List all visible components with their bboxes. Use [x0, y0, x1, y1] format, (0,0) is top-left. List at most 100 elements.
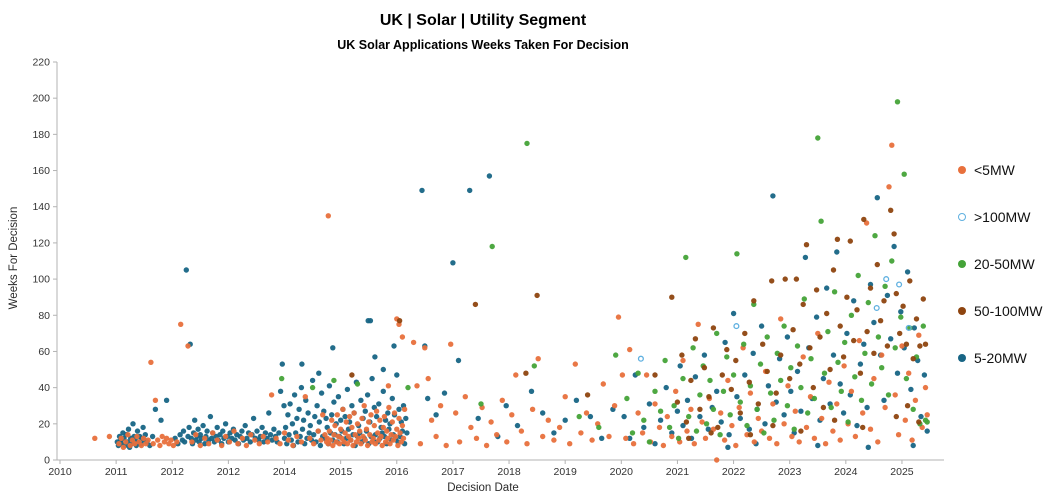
data-point [380, 424, 386, 431]
data-point [504, 439, 510, 445]
data-point [725, 444, 731, 450]
data-point [848, 388, 855, 394]
data-point [747, 432, 754, 438]
data-point [428, 417, 435, 423]
data-point [764, 334, 770, 340]
data-point [193, 432, 199, 438]
data-point [903, 341, 910, 347]
data-point [467, 187, 473, 194]
data-point [140, 424, 146, 431]
data-point [730, 372, 737, 378]
data-point [904, 269, 911, 275]
data-point [860, 410, 866, 416]
data-point [721, 437, 728, 443]
data-point [824, 285, 830, 291]
data-point [894, 99, 901, 105]
legend-item: 5-20MW [958, 350, 1042, 366]
data-point [705, 426, 711, 432]
data-point [761, 430, 767, 436]
data-point [573, 397, 580, 403]
data-point [831, 289, 838, 295]
data-point [885, 392, 892, 398]
data-point [320, 412, 326, 418]
x-tick-label: 2023 [778, 466, 802, 478]
data-point [707, 377, 713, 384]
data-point [796, 439, 802, 445]
data-point [381, 413, 388, 420]
data-point [540, 410, 546, 416]
data-point [259, 424, 265, 431]
data-point [886, 184, 892, 190]
data-point [652, 441, 658, 447]
data-point [359, 415, 365, 422]
data-point [551, 437, 557, 443]
data-point [265, 439, 271, 445]
data-point [231, 428, 237, 434]
data-point [910, 356, 916, 362]
data-point [210, 430, 216, 436]
data-point [664, 413, 670, 420]
data-point [652, 388, 658, 394]
data-point [858, 397, 865, 403]
data-point [778, 377, 784, 384]
data-point [334, 412, 340, 418]
data-point [186, 424, 192, 431]
data-point [834, 401, 840, 407]
data-point [737, 415, 743, 422]
data-point [819, 415, 825, 422]
data-point [252, 437, 258, 443]
data-point [637, 355, 644, 362]
data-point [697, 406, 703, 412]
data-point [273, 435, 279, 441]
data-point [354, 421, 361, 427]
data-point [335, 394, 342, 400]
data-point [857, 370, 864, 376]
data-point [106, 433, 113, 440]
data-point [692, 374, 699, 380]
data-point [596, 424, 602, 431]
data-point [363, 426, 370, 432]
data-point [350, 442, 356, 449]
data-point [837, 381, 843, 387]
y-tick-label: 160 [32, 165, 50, 177]
data-point [798, 428, 804, 434]
data-point [540, 433, 546, 440]
data-point [130, 421, 136, 427]
data-point [125, 426, 132, 432]
data-point [913, 316, 920, 322]
data-point [393, 433, 399, 440]
data-point [922, 384, 929, 391]
data-point [342, 430, 348, 436]
data-point [174, 439, 180, 445]
data-point [882, 283, 888, 289]
data-point [881, 397, 887, 403]
x-tick-label: 2017 [441, 466, 465, 478]
data-point [781, 412, 787, 418]
data-point [837, 437, 843, 443]
data-point [811, 395, 818, 402]
x-tick-label: 2021 [666, 466, 690, 478]
data-point [362, 437, 368, 443]
data-point [163, 397, 170, 403]
data-point [404, 430, 410, 436]
data-point [813, 287, 820, 293]
data-point [399, 334, 406, 340]
data-point [243, 442, 250, 449]
data-point [329, 417, 335, 423]
legend-marker-icon [958, 307, 966, 315]
data-point [244, 435, 250, 441]
data-point [192, 417, 198, 423]
data-point [762, 421, 768, 427]
data-point [773, 390, 779, 396]
data-point [848, 312, 855, 318]
data-point [686, 413, 692, 420]
data-point [851, 298, 857, 304]
data-point [708, 430, 714, 436]
data-point [330, 442, 336, 449]
data-point [695, 321, 701, 327]
data-point [688, 406, 694, 412]
data-point [600, 381, 606, 387]
data-point [282, 424, 289, 431]
data-point [742, 330, 748, 337]
data-point [660, 442, 667, 449]
